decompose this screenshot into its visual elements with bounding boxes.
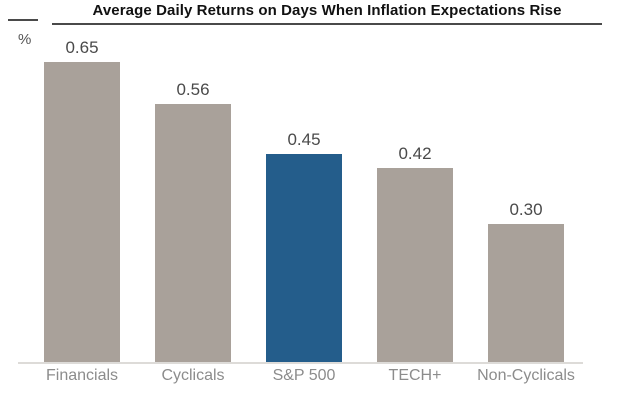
header-left-rule — [8, 19, 38, 21]
bar-tech — [377, 168, 453, 362]
value-label: 0.65 — [65, 38, 99, 57]
plot-area: 0.65 0.56 0.45 0.42 0.30 — [0, 35, 640, 362]
value-label: 0.45 — [287, 130, 321, 149]
value-label: 0.56 — [176, 80, 210, 99]
bar-non-cyclicals — [488, 224, 564, 362]
x-axis-baseline — [18, 362, 583, 364]
category-label-sp500: S&P 500 — [272, 367, 336, 384]
bar-group-sp500: 0.45 — [266, 130, 342, 362]
value-label: 0.30 — [509, 200, 543, 219]
category-label-non-cyclicals: Non-Cyclicals — [477, 367, 575, 384]
bar-group-cyclicals: 0.56 — [155, 80, 231, 362]
bar-group-non-cyclicals: 0.30 — [488, 200, 564, 362]
chart-header: Average Daily Returns on Days When Infla… — [52, 2, 602, 25]
category-label-tech: TECH+ — [388, 367, 442, 384]
value-label: 0.42 — [398, 144, 432, 163]
chart-title: Average Daily Returns on Days When Infla… — [92, 2, 562, 19]
bar-sp500 — [266, 154, 342, 362]
y-axis-unit-label: % — [18, 31, 32, 48]
bar-cyclicals — [155, 104, 231, 362]
bar-group-tech: 0.42 — [377, 144, 453, 362]
category-axis: Financials Cyclicals S&P 500 TECH+ Non-C… — [0, 367, 640, 385]
bar-group-financials: 0.65 — [44, 38, 120, 362]
category-label-cyclicals: Cyclicals — [161, 367, 225, 384]
bar-financials — [44, 62, 120, 362]
category-label-financials: Financials — [45, 367, 119, 384]
